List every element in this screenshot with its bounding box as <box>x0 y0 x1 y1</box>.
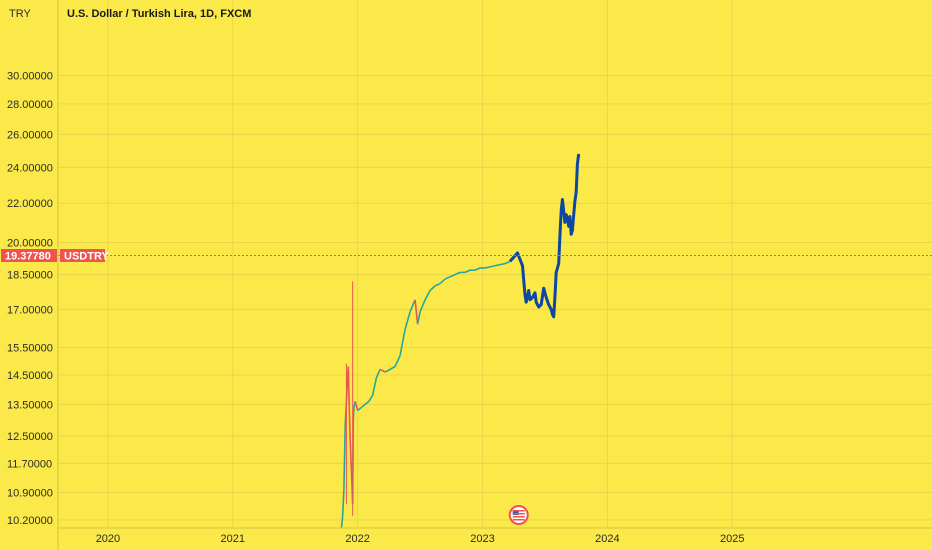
y-tick-label: 10.20000 <box>7 515 53 527</box>
x-tick-label: 2025 <box>720 533 744 545</box>
y-tick-label: 12.50000 <box>7 431 53 443</box>
candle-segment <box>484 266 491 269</box>
candle-segment <box>444 276 451 280</box>
candle-segment <box>379 368 386 373</box>
y-tick-label: 26.00000 <box>7 129 53 141</box>
candle-segment <box>341 488 345 516</box>
us-flag-icon-stripes <box>512 510 525 521</box>
candle-segment <box>389 365 396 370</box>
candle-segment <box>409 299 416 313</box>
y-tick-label: 18.50000 <box>7 270 53 282</box>
candle-segment <box>394 355 401 367</box>
candle-segment <box>474 267 481 271</box>
symbol-label: USDTRY <box>64 250 109 262</box>
candle-segment <box>434 282 441 287</box>
candle-segment <box>348 395 351 440</box>
candle-segment <box>489 264 496 268</box>
y-tick-label: 24.00000 <box>7 162 53 174</box>
candle-segment <box>424 290 431 301</box>
candle-segment <box>416 311 421 325</box>
y-tick-label: 14.50000 <box>7 370 53 382</box>
candle-segment <box>354 401 359 411</box>
flag-stripe <box>512 510 525 512</box>
flag-stripe <box>512 513 525 515</box>
candle-segment <box>357 406 362 412</box>
flag-stripe <box>512 519 525 521</box>
y-tick-label: 22.00000 <box>7 198 53 210</box>
candle-segment <box>454 271 461 276</box>
candle-segment <box>404 311 411 330</box>
candle-segment <box>349 439 353 471</box>
y-tick-label: 10.90000 <box>7 488 53 500</box>
chart-series <box>340 153 581 529</box>
y-tick-label: 13.50000 <box>7 399 53 411</box>
us-flag-icon[interactable] <box>508 505 529 525</box>
candle-segment <box>375 368 381 379</box>
candle-segment <box>504 260 511 265</box>
candle-segment <box>360 403 366 409</box>
candle-segment <box>384 368 391 373</box>
y-tick-label: 20.00000 <box>7 237 53 249</box>
candle-segment <box>439 278 446 285</box>
y-tick-label: 11.70000 <box>7 458 52 470</box>
y-tick-label: 17.00000 <box>7 304 53 316</box>
candle-segment <box>352 407 355 420</box>
candle-segment <box>371 377 378 396</box>
candle-segment <box>449 273 456 278</box>
candle-segment <box>364 400 370 406</box>
price-label: 19.37780 USDTRY <box>1 248 109 262</box>
y-tick-label: 15.50000 <box>7 342 53 354</box>
currency-label: TRY <box>9 8 31 20</box>
chart-title: U.S. Dollar / Turkish Lira, 1D, FXCM <box>67 8 251 20</box>
candle-segment <box>368 394 374 402</box>
candle-segment <box>419 299 426 313</box>
x-tick-label: 2022 <box>345 533 369 545</box>
x-tick-label: 2023 <box>470 533 494 545</box>
price-value-box <box>1 248 57 262</box>
chart-grid <box>58 0 932 528</box>
y-tick-label: 30.00000 <box>7 70 53 82</box>
y-tick-label: 28.00000 <box>7 99 53 111</box>
candle-segment <box>464 269 471 274</box>
candle-segment <box>347 366 350 396</box>
candle-segment <box>343 426 346 489</box>
series-line <box>508 153 581 319</box>
symbol-box <box>60 248 105 262</box>
x-tick-label: 2024 <box>595 533 619 545</box>
candle-segment <box>499 262 506 266</box>
flag-stripe <box>512 516 525 518</box>
x-tick-label: 2021 <box>221 533 245 545</box>
candle-segment <box>494 263 501 267</box>
y-axis: 30.00000 28.00000 26.00000 24.00000 22.00000… <box>7 70 53 526</box>
candle-segment <box>429 285 436 292</box>
x-axis: 2020 2021 2022 2023 2024 2025 <box>96 533 745 545</box>
price-value: 19.37780 <box>5 250 51 262</box>
candle-segment <box>414 299 419 325</box>
us-flag-icon-canton <box>512 510 519 515</box>
x-tick-label: 2020 <box>96 533 120 545</box>
candle-segment <box>340 515 344 529</box>
candle-segment <box>399 329 406 356</box>
